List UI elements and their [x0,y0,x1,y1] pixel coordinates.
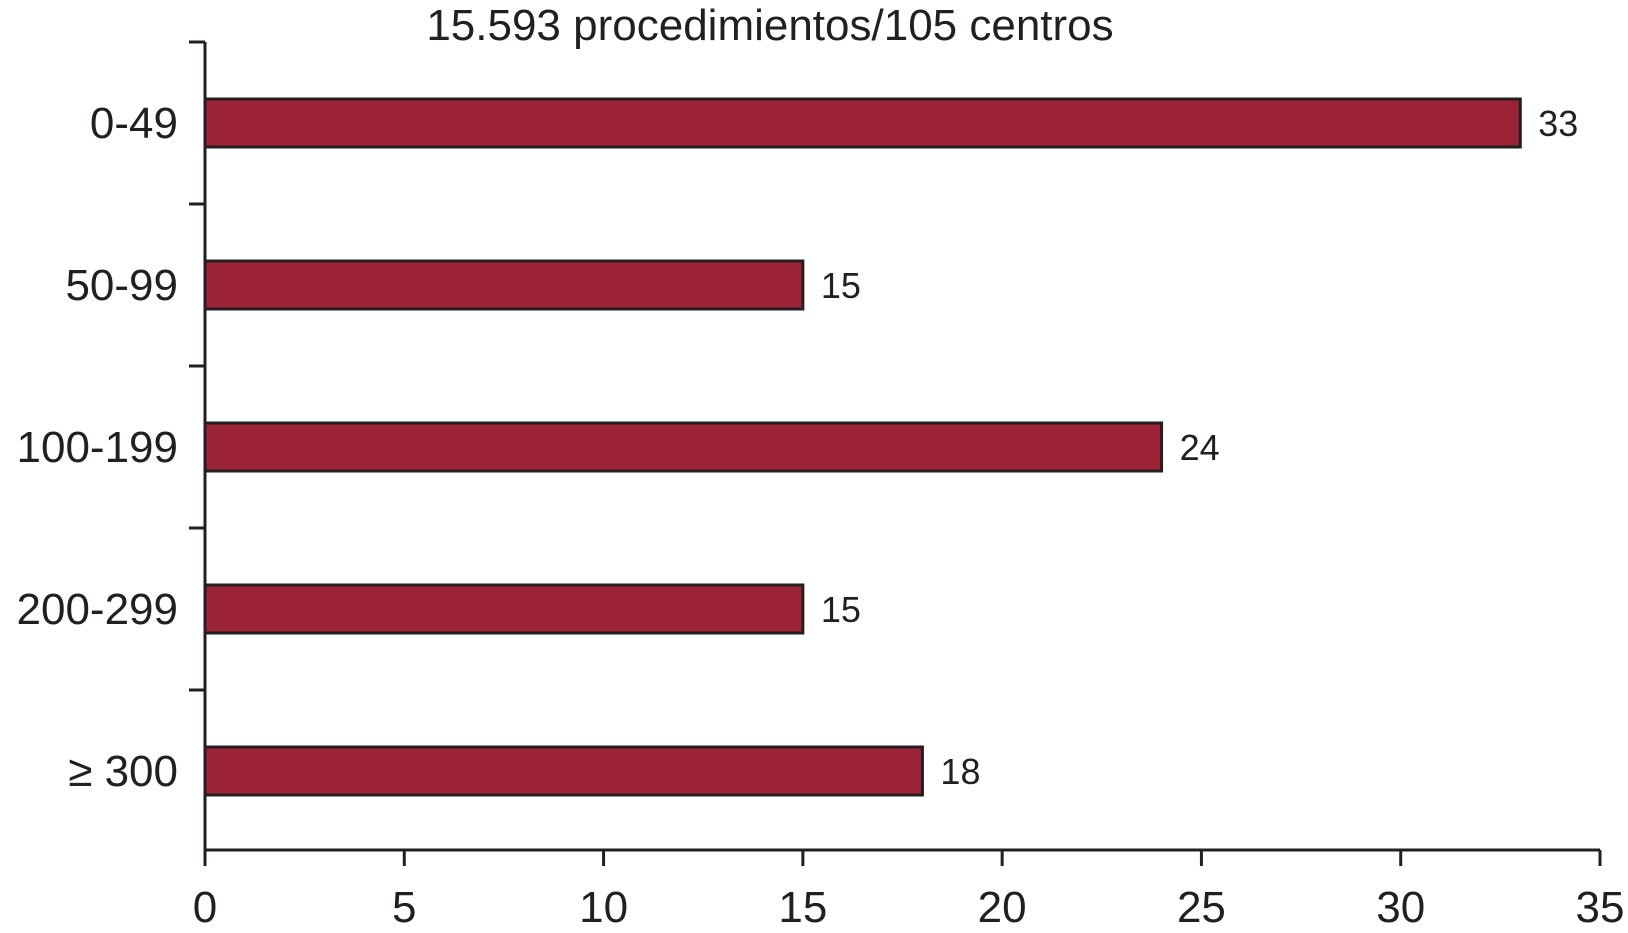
x-tick-label-7: 35 [1576,883,1625,932]
bar-0 [203,97,1522,149]
category-label-0: 0-49 [90,99,178,148]
category-label-4: ≥ 300 [68,747,178,796]
data-label-0: 33 [1538,103,1578,144]
x-tick-label-3: 15 [778,883,827,932]
bar-2 [203,421,1164,473]
bar-1 [203,259,805,311]
category-label-1: 50-99 [65,261,178,310]
x-tick-label-1: 5 [392,883,416,932]
bar-3 [203,583,805,635]
category-label-3: 200-299 [17,585,178,634]
x-tick-label-5: 25 [1177,883,1226,932]
data-label-4: 18 [940,751,980,792]
x-tick-label-2: 10 [579,883,628,932]
data-label-1: 15 [821,265,861,306]
category-label-2: 100-199 [17,423,178,472]
x-axis: 0 5 10 15 20 25 30 35 [193,848,1625,932]
x-tick-label-4: 20 [978,883,1027,932]
x-tick-label-0: 0 [193,883,217,932]
data-label-3: 15 [821,589,861,630]
bars-group [203,97,1522,797]
bar-4 [203,745,924,797]
y-axis [189,40,207,850]
x-tick-label-6: 30 [1376,883,1425,932]
data-label-2: 24 [1180,427,1220,468]
category-labels-group: 0-49 50-99 100-199 200-299 ≥ 300 [17,99,178,796]
data-labels-group: 33 15 24 15 18 [821,103,1578,792]
chart-title: 15.593 procedimientos/105 centros [426,1,1113,50]
